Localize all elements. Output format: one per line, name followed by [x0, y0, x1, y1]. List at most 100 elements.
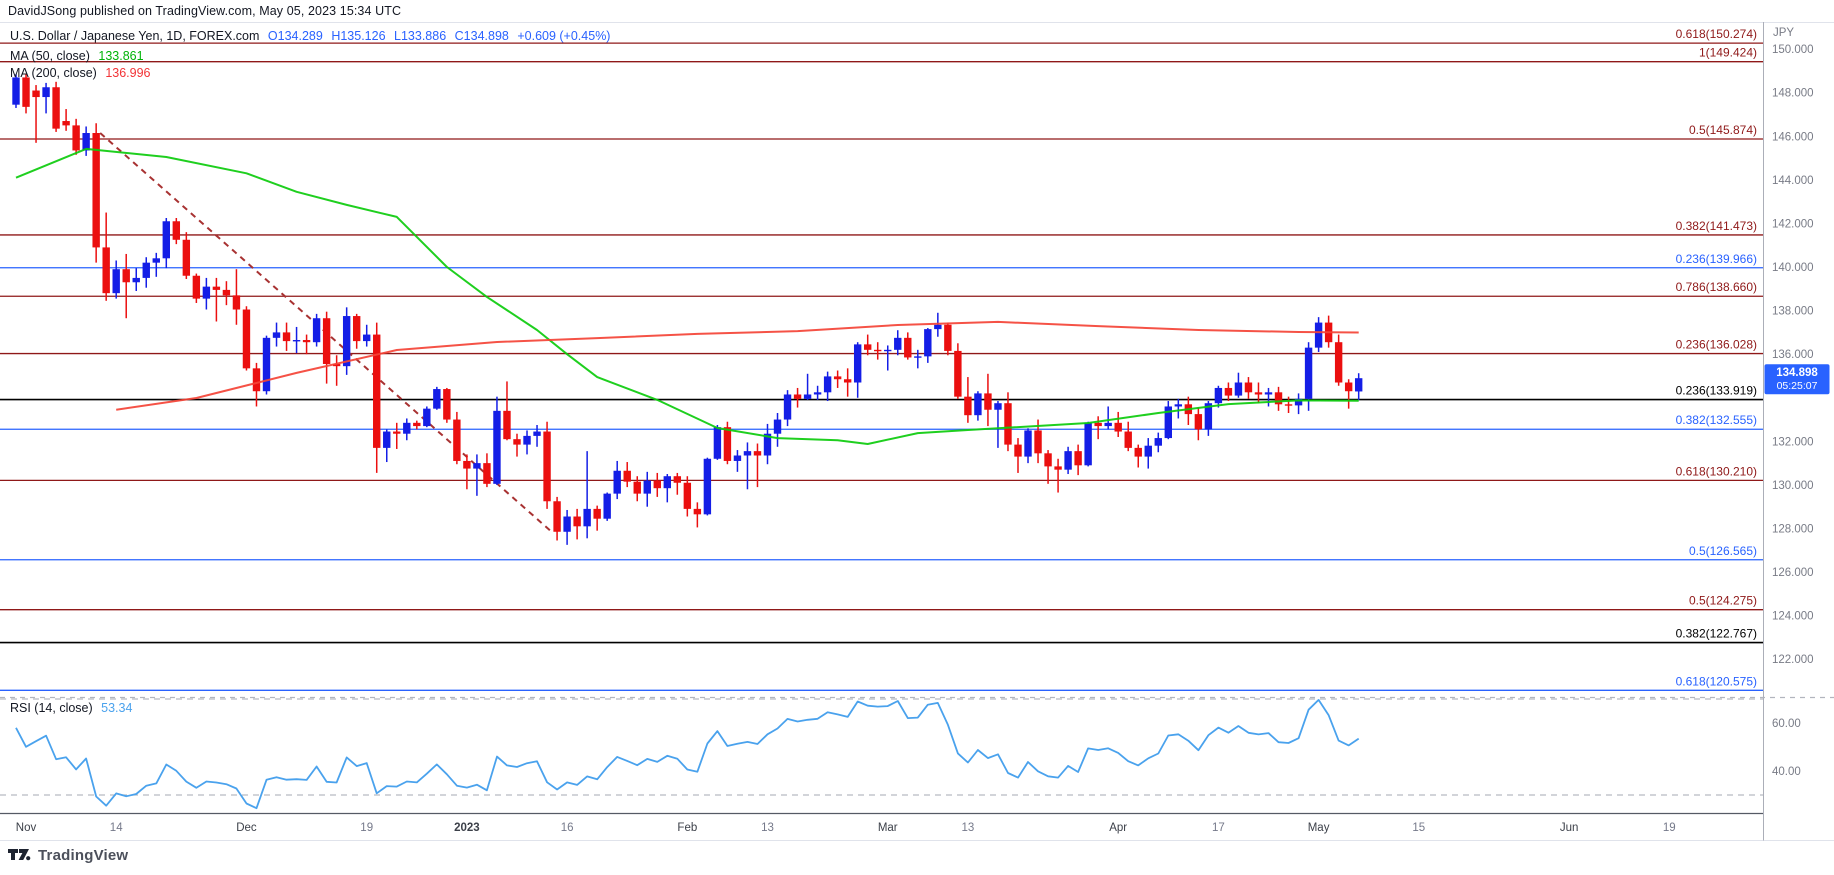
rsi-axis-tick: 40.00: [1772, 766, 1801, 778]
candle-body: [1204, 403, 1213, 430]
fib-label: 0.5(124.275): [1689, 594, 1757, 608]
candle-body: [142, 262, 150, 278]
fib-label: 0.5(126.565): [1689, 544, 1757, 558]
candle-body: [302, 340, 311, 343]
fib-label: 0.236(136.028): [1676, 338, 1757, 352]
fib-label: 0.618(130.210): [1676, 464, 1757, 478]
candle-body: [332, 363, 341, 367]
candle-body: [493, 410, 501, 484]
candle-body: [994, 403, 1002, 410]
candle-body: [1134, 447, 1142, 457]
time-axis-label: 13: [962, 822, 975, 834]
candle-body: [112, 269, 120, 294]
tradingview-footer[interactable]: TradingView: [8, 847, 128, 864]
last-price-value: 134.898: [1776, 367, 1818, 379]
rsi-line: [15, 699, 1360, 810]
candle-body: [653, 480, 661, 489]
candle-body: [683, 482, 692, 509]
candle-body: [583, 508, 591, 527]
candle-body: [1234, 382, 1243, 396]
candle-body: [82, 133, 90, 151]
candle-body: [413, 422, 421, 427]
candle-body: [964, 396, 972, 416]
candle-body: [22, 77, 30, 107]
candle-body: [152, 258, 160, 263]
time-axis-label: 15: [1412, 822, 1425, 834]
candle-body: [1064, 451, 1072, 470]
candle-body: [1264, 392, 1273, 395]
candle-body: [483, 463, 491, 484]
candle-body: [262, 337, 271, 392]
published-header: DavidJSong published on TradingView.com,…: [8, 4, 402, 18]
candle-body: [663, 476, 671, 489]
time-axis-label: 2023: [454, 822, 480, 834]
tradingview-brand-text: TradingView: [38, 847, 129, 864]
time-axis-label: 19: [360, 822, 373, 834]
candle-body: [894, 337, 902, 350]
candle-body: [212, 286, 221, 290]
candle-body: [853, 344, 862, 383]
last-price-badge: [1764, 364, 1830, 395]
candle-body: [723, 427, 732, 461]
candle-body: [1314, 322, 1323, 348]
candle-body: [92, 133, 100, 248]
price-axis-tick: 148.000: [1772, 88, 1814, 100]
fib-label: 0.618(120.575): [1676, 674, 1757, 688]
candle-body: [242, 309, 251, 369]
candle-body: [733, 455, 742, 461]
price-axis-tick: 146.000: [1772, 131, 1814, 143]
candle-body: [1054, 466, 1062, 470]
candle-body: [954, 350, 962, 397]
candle-body: [593, 508, 601, 519]
candle-body: [643, 480, 651, 494]
candle-body: [513, 439, 521, 445]
candle-body: [393, 431, 401, 434]
fib-label: 0.236(133.919): [1676, 384, 1757, 398]
candle-body: [363, 334, 371, 342]
price-axis-tick: 150.000: [1772, 44, 1814, 56]
candle-body: [1224, 387, 1233, 396]
time-axis-label: 13: [761, 822, 774, 834]
ma200-line: [116, 320, 1359, 411]
candle-body: [1194, 414, 1203, 430]
candle-body: [312, 318, 321, 343]
candle-body: [1254, 392, 1263, 395]
candle-body: [1244, 382, 1253, 393]
candle-body: [934, 324, 942, 330]
candle-body: [453, 419, 461, 461]
candle-body: [563, 516, 571, 532]
candle-body: [623, 470, 631, 482]
time-axis-label: 16: [561, 822, 574, 834]
candle-body: [613, 470, 621, 494]
time-axis-label: Jun: [1560, 822, 1579, 834]
candle-body: [904, 337, 912, 358]
candle-body: [1044, 453, 1052, 467]
candle-body: [633, 481, 641, 494]
candle-body: [62, 121, 70, 126]
candle-body: [573, 516, 581, 527]
candle-body: [503, 410, 511, 440]
candle-body: [1094, 422, 1102, 427]
candle-body: [32, 90, 40, 98]
candle-body: [162, 221, 170, 259]
candle-body: [132, 277, 140, 283]
candle-body: [823, 376, 832, 393]
candle-body: [693, 508, 702, 515]
candle-body: [342, 316, 351, 367]
candle-body: [463, 460, 471, 469]
time-axis-label: Feb: [677, 822, 697, 834]
time-axis-label: Dec: [236, 822, 257, 834]
candle-body: [322, 318, 331, 364]
fib-label: 1(149.424): [1699, 46, 1757, 60]
candle-body: [533, 431, 541, 436]
candle-body: [292, 340, 301, 342]
candle-body: [1274, 392, 1283, 405]
candle-body: [1004, 403, 1012, 445]
candle-body: [1124, 431, 1132, 448]
candle-body: [222, 289, 231, 296]
fib-label: 0.382(141.473): [1676, 219, 1757, 233]
candle-body: [813, 392, 822, 395]
price-axis-tick: 144.000: [1772, 175, 1814, 187]
time-axis-label: Nov: [16, 822, 37, 834]
bar-countdown: 05:25:07: [1777, 380, 1818, 392]
